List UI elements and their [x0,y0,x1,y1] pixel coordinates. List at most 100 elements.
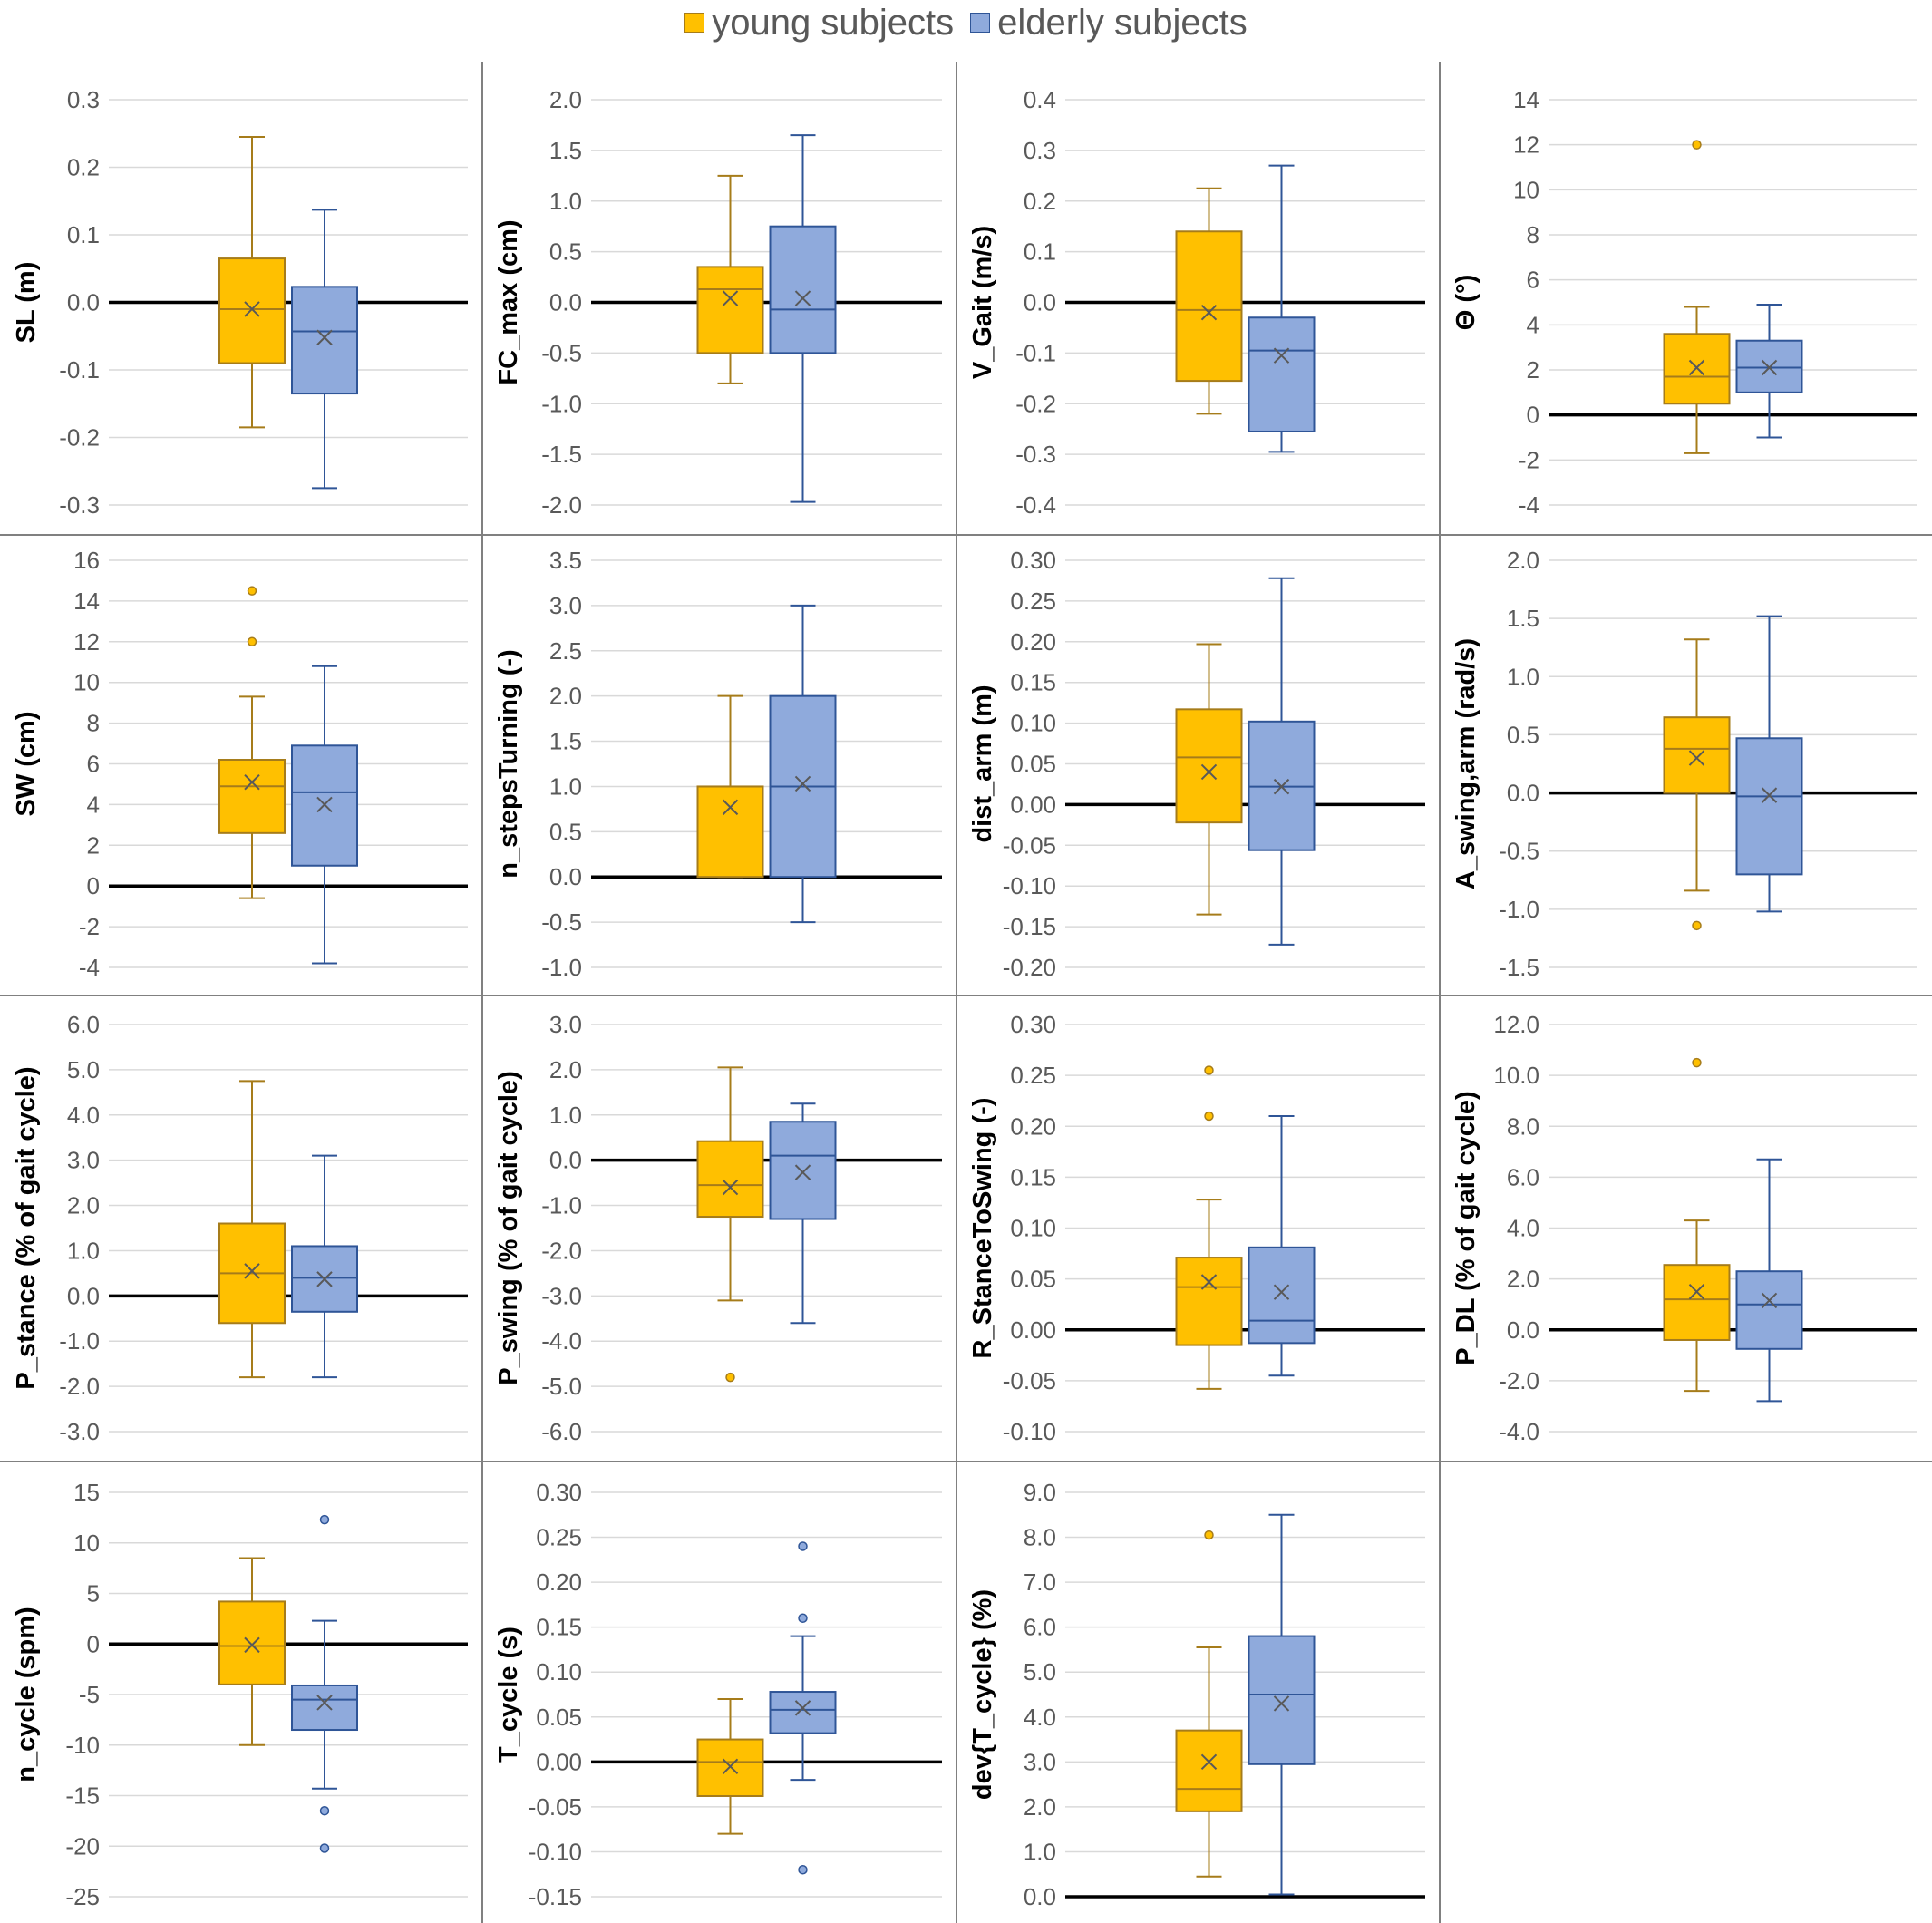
mean-marker-young [1200,763,1218,781]
mean-marker-young [244,1263,260,1279]
outlier-point-elderly [798,1541,808,1551]
outlier-point-elderly [798,1865,808,1875]
mean-marker-young [722,1758,739,1774]
y-tick-label: 1.5 [549,137,582,164]
mean-marker-young [244,773,260,791]
y-tick-label: 0.25 [536,1524,582,1551]
y-tick-label: 4.0 [1507,1215,1539,1242]
mean-marker-young [722,1179,739,1196]
mean-marker-elderly [316,796,333,813]
y-tick-label: 0.25 [1010,588,1056,615]
y-tick-label: 0.0 [1024,289,1056,316]
legend-item-elderly[interactable]: elderly subjects [970,3,1248,44]
y-tick-label: -0.5 [1499,838,1539,865]
y-tick-label: 10 [1513,176,1539,203]
mean-marker-young [244,1636,260,1654]
y-axis-label: P_stance (% of gait cycle) [12,1066,41,1389]
outlier-point-young [1692,140,1702,150]
y-tick-label: -4.0 [541,1327,582,1355]
y-tick-label: 0.10 [1010,710,1056,737]
mean-marker-elderly [794,1700,811,1716]
y-tick-label: 1.0 [549,1102,582,1129]
y-tick-label: 2 [1527,356,1539,384]
y-tick-label: 0.1 [67,221,100,248]
y-tick-label: 3.0 [67,1147,100,1174]
chart-panel-9: 6.0 5.0 4.0 3.0 2.0 1.0 0.0 -1.0 -2.0 -3.0 P_stanc… [12,1011,468,1445]
y-tick-label: 0.30 [1010,547,1056,574]
y-tick-label: -1.0 [541,390,582,417]
mean-marker-elderly [316,1695,333,1711]
legend-item-young[interactable]: young subjects [684,3,954,44]
mean-marker-elderly [794,1164,811,1180]
y-tick-label: -2.0 [59,1373,100,1400]
y-axis-label: P_DL (% of gait cycle) [1451,1091,1481,1365]
y-tick-label: -0.10 [1003,872,1056,899]
mean-marker-elderly [1273,1695,1290,1712]
mean-marker-young [1200,304,1218,321]
outlier-point-young [247,586,257,596]
y-tick-label: -0.3 [59,491,100,519]
y-tick-label: -2 [79,913,100,940]
mean-marker-young [1688,359,1705,376]
y-tick-label: 0.30 [1010,1011,1056,1038]
y-tick-label: 6 [1527,267,1539,294]
y-tick-label: 5.0 [67,1056,100,1083]
y-tick-label: 0 [1527,402,1539,429]
chart-panel-3: 0.4 0.3 0.2 0.1 0.0 -0.1 -0.2 -0.3 -0.4 V_Gait (m… [968,86,1425,519]
box-young [1663,1264,1731,1341]
chart-panel-7: 0.30 0.25 0.20 0.15 0.10 0.05 0.00 -0.05 -0.10 -0… [968,547,1425,981]
chart-panel-1: 0.3 0.2 0.1 0.0 -0.1 -0.2 -0.3 SL (m) [12,86,468,519]
box-elderly [769,1691,837,1734]
y-tick-label: 1.5 [549,728,582,755]
y-tick-label: 10 [73,669,100,696]
outlier-point-elderly [319,1843,330,1853]
y-tick-label: 0.15 [1010,669,1056,696]
y-tick-label: 6.0 [1024,1614,1056,1641]
mean-marker-elderly [1273,347,1290,364]
box-elderly [291,1684,358,1732]
chart-panel-11: 0.30 0.25 0.20 0.15 0.10 0.05 0.00 -0.05 -0.10 R_… [968,1011,1425,1445]
y-axis-label: V_Gait (m/s) [968,226,997,379]
y-tick-label: -0.15 [1003,913,1056,940]
y-tick-label: 5 [87,1580,100,1607]
box-young [218,759,286,834]
y-tick-label: 0.00 [536,1748,582,1775]
y-tick-label: 8.0 [1024,1524,1056,1551]
y-tick-label: 0.10 [536,1658,582,1685]
box-young [1175,1257,1243,1346]
box-young [696,1140,764,1219]
y-tick-label: -15 [65,1782,100,1810]
y-tick-label: 2.0 [549,683,582,710]
outlier-point-young [1692,920,1702,931]
y-tick-label: 6.0 [67,1011,100,1038]
mean-marker-elderly [794,290,811,306]
y-tick-label: 1.0 [67,1237,100,1264]
mean-marker-young [244,301,260,317]
y-axis-label: A_swing,arm (rad/s) [1451,638,1481,889]
y-axis-label: dist_arm (m) [968,685,997,842]
y-tick-label: 0.1 [1024,238,1056,266]
y-tick-label: 2 [87,831,100,859]
y-tick-label: 0.15 [536,1614,582,1641]
box-young [696,1738,764,1797]
box-young [1175,1729,1243,1812]
y-tick-label: -6.0 [541,1418,582,1445]
y-tick-label: 4.0 [1024,1704,1056,1731]
chart-panel-8: 2.0 1.5 1.0 0.5 0.0 -0.5 -1.0 -1.5 A_swing,arm (… [1451,547,1917,981]
y-tick-label: 0.00 [1010,791,1056,818]
y-tick-label: 4 [87,791,100,818]
y-tick-label: -0.20 [1003,954,1056,981]
box-elderly [1248,1635,1316,1765]
y-tick-label: -0.15 [529,1883,582,1910]
y-tick-label: 8 [1527,221,1539,248]
y-tick-label: -2.0 [541,491,582,519]
y-tick-label: -3.0 [541,1282,582,1309]
y-tick-label: -0.10 [1003,1418,1056,1445]
box-elderly [1248,1246,1316,1345]
y-tick-label: -1.0 [1499,896,1539,923]
y-tick-label: -1.5 [541,441,582,468]
y-tick-label: 3.5 [549,547,582,574]
mean-marker-young [722,290,739,306]
y-tick-label: -4 [1519,491,1539,519]
y-tick-label: -1.0 [541,954,582,981]
